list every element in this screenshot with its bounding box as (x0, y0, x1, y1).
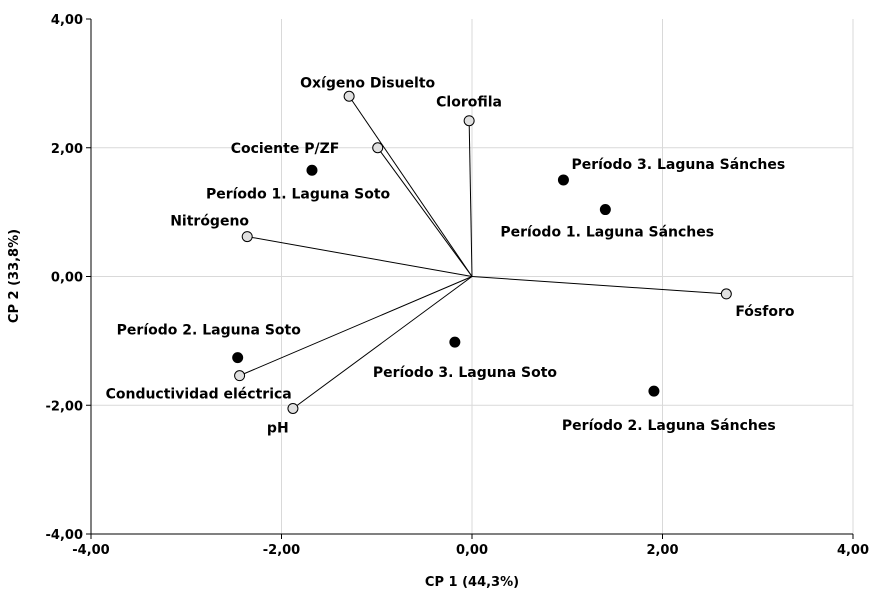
label-ph: pH (267, 420, 289, 436)
point-labels: Período 1. Laguna Soto Período 2. Laguna … (106, 75, 795, 436)
y-tick-label: 0,00 (51, 271, 83, 286)
label-cociente-p-zf: Cociente P/ZF (231, 141, 340, 157)
y-axis-title: CP 2 (33,8%) (7, 229, 22, 323)
observation-marker-periodo-3-laguna-sanches (557, 174, 569, 186)
vector-nitrogeno (247, 236, 473, 277)
x-axis-title: CP 1 (44,3%) (425, 575, 519, 590)
y-tick-label: 2,00 (51, 142, 83, 157)
vector-ph (292, 276, 473, 409)
label-periodo-3-laguna-soto: Período 3. Laguna Soto (373, 365, 558, 381)
loading-marker-nitrogeno (241, 231, 253, 243)
x-tick-label: 4,00 (837, 543, 869, 558)
observation-marker-periodo-1-laguna-sanches (599, 204, 611, 216)
loading-marker-ph (287, 402, 299, 414)
label-nitrogeno: Nitrógeno (170, 214, 249, 230)
label-clorofila: Clorofila (436, 95, 502, 111)
label-periodo-3-laguna-sanches: Período 3. Laguna Sánches (571, 157, 785, 173)
y-tick-label: 4,00 (51, 13, 83, 28)
label-periodo-1-laguna-sanches: Período 1. Laguna Sánches (500, 225, 714, 241)
loading-marker-cociente-p-zf (372, 142, 384, 154)
label-periodo-2-laguna-sanches: Período 2. Laguna Sánches (562, 418, 776, 434)
loading-marker-oxigeno-disuelto (343, 90, 355, 102)
observation-marker-periodo-2-laguna-sanches (648, 385, 660, 397)
observation-marker-periodo-1-laguna-soto (306, 164, 318, 176)
y-tick-label: -4,00 (46, 528, 83, 543)
y-tick-label: -2,00 (46, 399, 83, 414)
vector-oxigeno-disuelto (348, 95, 473, 277)
loading-marker-fosforo (720, 288, 732, 300)
vector-conductividad-electrica (239, 276, 473, 377)
axes (86, 18, 854, 539)
label-fosforo: Fósforo (735, 304, 795, 320)
observation-marker-periodo-2-laguna-soto (232, 352, 244, 364)
vector-cociente-p-zf (377, 147, 473, 277)
label-conductividad-electrica: Conductividad eléctrica (106, 387, 292, 403)
tick-labels: -4,00-4,00 -2,00 -2,00 0,00 0,00 2,00 2,00 4,00… (46, 13, 870, 558)
vector-fosforo (471, 276, 727, 295)
loading-marker-conductividad-electrica (234, 370, 246, 382)
x-tick-label: -4,00 (72, 543, 109, 558)
x-tick-label: 0,00 (456, 543, 488, 558)
label-periodo-2-laguna-soto: Período 2. Laguna Soto (117, 323, 302, 339)
vector-clorofila (468, 120, 473, 277)
observation-marker-periodo-3-laguna-soto (449, 336, 461, 348)
loading-vectors (239, 95, 727, 409)
label-periodo-1-laguna-soto: Período 1. Laguna Soto (206, 186, 391, 202)
markers (232, 90, 732, 414)
x-tick-label: -2,00 (263, 543, 300, 558)
x-tick-label: 2,00 (646, 543, 678, 558)
label-oxigeno-disuelto: Oxígeno Disuelto (300, 75, 435, 91)
loading-marker-clorofila (463, 115, 475, 127)
